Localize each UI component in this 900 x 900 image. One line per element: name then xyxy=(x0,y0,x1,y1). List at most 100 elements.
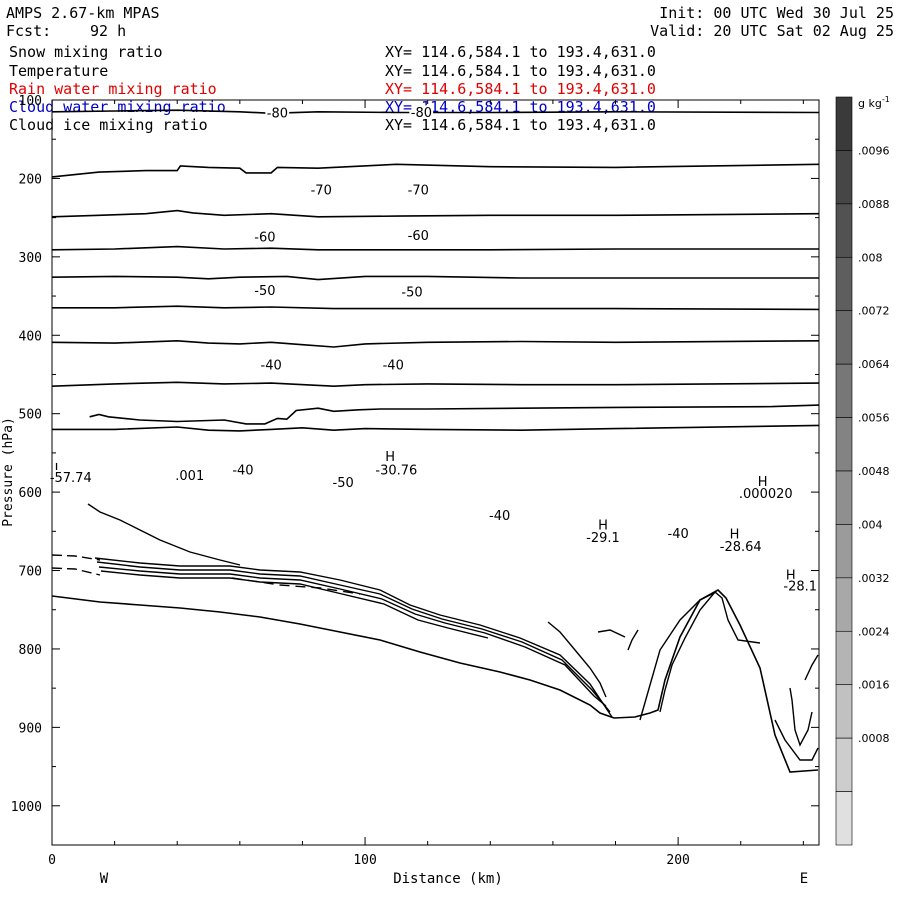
colorbar-swatch xyxy=(835,630,853,686)
colorbar-swatch xyxy=(835,737,853,792)
contour-label: -57.74 xyxy=(50,471,92,486)
plot-frame xyxy=(51,99,820,846)
valid-time: Valid: 20 UTC Sat 02 Aug 25 xyxy=(650,22,894,40)
y-tick-label: 900 xyxy=(19,721,42,736)
isotherm-line xyxy=(51,109,820,115)
axes: 100 200 300 400 500 600 700 800 900 1000 0 100 200 xyxy=(11,94,819,868)
isotherm-line xyxy=(51,339,820,348)
y-tick-label: 700 xyxy=(19,565,42,580)
colorbar-label: .0072 xyxy=(858,305,890,318)
x-axis-title: Distance (km) xyxy=(393,871,503,887)
isotherm-line xyxy=(51,381,820,388)
colorbar-swatch xyxy=(835,524,853,579)
valley-contour xyxy=(627,629,639,651)
colorbar-swatch xyxy=(835,791,853,846)
contour-label: H xyxy=(385,450,395,465)
field-xy-rain: XY= 114.6,584.1 to 193.4,631.0 xyxy=(385,80,656,98)
colorbar-swatch xyxy=(835,310,853,365)
field-xy-cloud-ice: XY= 114.6,584.1 to 193.4,631.0 xyxy=(385,116,656,134)
low-level-contour xyxy=(98,566,607,707)
ridge-contour xyxy=(804,654,819,681)
colorbar-label: .0016 xyxy=(858,679,890,692)
west-label: W xyxy=(100,871,109,887)
contour-label: -29.1 xyxy=(586,531,620,546)
colorbar: .0096 .0088 .008 .0072 .0064 .0056 .0048 .004 .0… xyxy=(835,96,890,846)
colorbar-swatch xyxy=(835,256,853,312)
contour-label: -80 xyxy=(267,107,288,122)
contour-label: -40 xyxy=(232,463,253,478)
forecast-label: Fcst: xyxy=(6,22,52,40)
contour-label: -28.1 xyxy=(783,579,817,594)
colorbar-label: .0024 xyxy=(858,625,890,638)
isotherm-line xyxy=(51,245,819,251)
colorbar-label: .0096 xyxy=(858,144,890,157)
mid-level-contour xyxy=(87,503,241,566)
isotherm-line xyxy=(51,275,819,281)
y-tick-label: 100 xyxy=(19,94,42,109)
colorbar-label: .0056 xyxy=(858,412,890,425)
colorbar-unit: g kg-1 xyxy=(858,95,890,110)
colorbar-swatch xyxy=(835,577,853,632)
contour-label: -70 xyxy=(311,183,332,198)
terrain-surface xyxy=(51,589,819,773)
contour-label: -60 xyxy=(408,229,429,244)
contour-label: H xyxy=(730,528,740,543)
isotherm-contours xyxy=(51,109,820,432)
terrain-contours xyxy=(51,503,819,773)
y-tick-label: 1000 xyxy=(11,800,42,815)
contour-label: -28.64 xyxy=(720,540,762,555)
isotherm-line xyxy=(51,163,820,178)
isotherm-line xyxy=(51,209,820,218)
y-tick-label: 400 xyxy=(19,329,42,344)
contour-label: -50 xyxy=(401,285,422,300)
low-level-contour-dashed xyxy=(231,577,361,595)
y-tick-label: 800 xyxy=(19,643,42,658)
contour-label: H xyxy=(758,475,768,490)
valley-contour xyxy=(547,621,607,698)
colorbar-label: .0064 xyxy=(858,358,890,371)
isotherm-line xyxy=(89,404,820,425)
contour-label: H xyxy=(598,518,608,533)
colorbar-label: .004 xyxy=(858,518,883,531)
field-xy-temperature: XY= 114.6,584.1 to 193.4,631.0 xyxy=(385,62,656,80)
colorbar-label: .0008 xyxy=(858,732,890,745)
low-level-contour xyxy=(94,557,613,718)
colorbar-swatch xyxy=(835,684,853,739)
ridge-contour xyxy=(639,591,717,721)
contour-label: -50 xyxy=(254,284,275,299)
field-name-rain: Rain water mixing ratio xyxy=(9,80,217,98)
x-tick-label: 0 xyxy=(48,853,56,868)
field-name-cloud-ice: Cloud ice mixing ratio xyxy=(9,116,208,134)
valley-contour xyxy=(597,629,626,638)
colorbar-label: .0048 xyxy=(858,465,890,478)
contour-label: -40 xyxy=(261,358,282,373)
low-level-contour xyxy=(100,570,489,639)
ridge-contour xyxy=(774,719,819,761)
contour-label: -70 xyxy=(408,183,429,198)
contour-label: .000020 xyxy=(739,487,793,502)
field-name-snow: Snow mixing ratio xyxy=(9,43,163,61)
y-tick-label: 300 xyxy=(19,251,42,266)
contour-label: L xyxy=(55,462,63,477)
low-level-contour-dashed xyxy=(51,567,101,576)
contour-label: -50 xyxy=(333,476,354,491)
x-tick-label: 200 xyxy=(666,853,689,868)
model-title: AMPS 2.67-km MPAS xyxy=(6,4,160,22)
y-tick-label: 500 xyxy=(19,408,42,423)
colorbar-swatch xyxy=(835,417,853,472)
contour-label: .001 xyxy=(175,469,204,484)
contour-label: -60 xyxy=(254,230,275,245)
colorbar-label: .008 xyxy=(858,251,883,264)
ridge-contour xyxy=(659,591,761,713)
init-time: Init: 00 UTC Wed 30 Jul 25 xyxy=(659,4,894,22)
contour-labels: -80 -80 -70 -70 -60 -60 -50 -50 -40 -40 -40 -50 -40 -… xyxy=(48,104,819,597)
colorbar-swatch xyxy=(835,150,853,205)
field-name-temperature: Temperature xyxy=(9,62,109,80)
y-tick-label: 200 xyxy=(19,172,42,187)
forecast-hours: 92 h xyxy=(90,22,127,40)
contour-label: -40 xyxy=(383,358,404,373)
colorbar-label: .0088 xyxy=(858,198,890,211)
colorbar-swatch xyxy=(835,363,853,418)
low-level-contour xyxy=(96,561,611,713)
